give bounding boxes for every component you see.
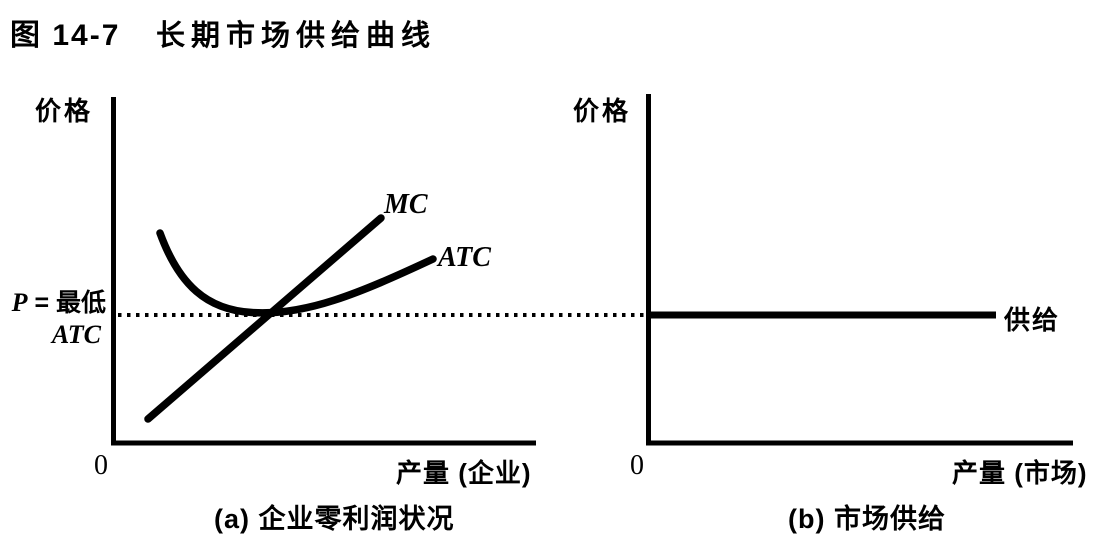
figure-title: 长期市场供给曲线 — [156, 20, 437, 52]
panel-b-axes — [646, 94, 1073, 446]
panel-a-caption: (a) 企业零利润状况 — [214, 504, 455, 534]
panel-b-origin-label: 0 — [630, 450, 644, 481]
mc-curve-label: MC — [384, 189, 428, 220]
panel-a-axes — [111, 97, 536, 446]
min-atc-price-label-text: = 最低 — [27, 289, 106, 317]
atc-curve-label: ATC — [438, 242, 491, 273]
panel-b-output-axis-label: 产量 (市场) — [952, 458, 1088, 488]
panel-b-price-axis-label: 价格 — [573, 96, 632, 126]
supply-curve-label: 供给 — [1004, 305, 1061, 335]
min-atc-price-label-line2: ATC — [0, 319, 106, 351]
panel-a-output-axis-label: 产量 (企业) — [396, 458, 532, 488]
min-atc-price-label-line1: P = 最低 — [0, 287, 106, 319]
atc-abbreviation: ATC — [51, 320, 101, 349]
figure-number: 图 14-7 — [10, 19, 121, 52]
panel-b-caption: (b) 市场供给 — [788, 504, 946, 534]
atc-curve — [156, 229, 437, 317]
panel-a-origin-label: 0 — [94, 450, 108, 481]
panel-a-price-axis-label: 价格 — [35, 96, 94, 126]
price-symbol: P — [11, 288, 28, 317]
min-atc-price-label: P = 最低 ATC — [0, 287, 106, 351]
mc-curve — [144, 214, 385, 423]
